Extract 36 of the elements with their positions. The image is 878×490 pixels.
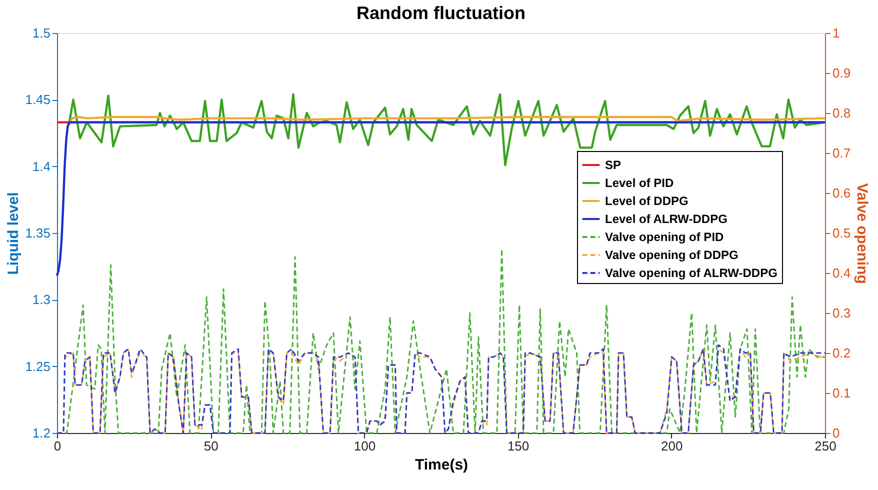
legend-label: Level of PID [605,176,674,190]
x-axis-title: Time(s) [414,456,468,474]
legend-label: Level of ALRW-DDPG [605,212,728,226]
y-tick-label: 1.2 [32,426,50,440]
y2-axis-title: Valve opening [854,183,871,284]
y2-tick-label: 0.7 [832,146,851,160]
legend-label: Valve opening of DDPG [605,248,738,262]
x-tick-label: 200 [661,438,683,454]
y-tick-label: 1.3 [32,292,50,308]
x-tick-label: 250 [814,438,836,454]
y-axis-title: Liquid level [5,192,22,275]
x-tick-label: 150 [507,438,530,454]
y2-tick-label: 1 [832,26,840,40]
y2-tick-label: 0.1 [832,386,851,400]
x-tick-label: 100 [354,438,376,454]
y2-tick-label: 0.5 [832,226,851,240]
y-tick-label: 1.5 [32,26,50,40]
y2-tick-label: 0.9 [832,66,851,80]
y2-tick-label: 0 [832,426,840,440]
y-tick-label: 1.4 [32,158,50,174]
x-tick-label: 50 [204,438,218,454]
y2-tick-label: 0.6 [832,186,851,200]
y2-tick-label: 0.2 [832,346,851,360]
legend-label: Valve opening of ALRW-DDPG [605,266,778,280]
legend-label: Valve opening of PID [605,230,724,244]
y-tick-label: 1.45 [25,92,50,108]
legend-label: SP [605,158,622,172]
y-tick-label: 1.25 [25,358,50,374]
y-tick-label: 1.35 [25,226,50,240]
y2-tick-label: 0.8 [832,106,851,120]
chart-title: Random fluctuation [356,3,526,23]
legend-label: Level of DDPG [605,194,688,208]
x-tick-label: 0 [54,438,62,454]
line-series [66,116,826,128]
y2-tick-label: 0.3 [832,306,851,320]
y2-tick-label: 0.4 [832,266,851,280]
